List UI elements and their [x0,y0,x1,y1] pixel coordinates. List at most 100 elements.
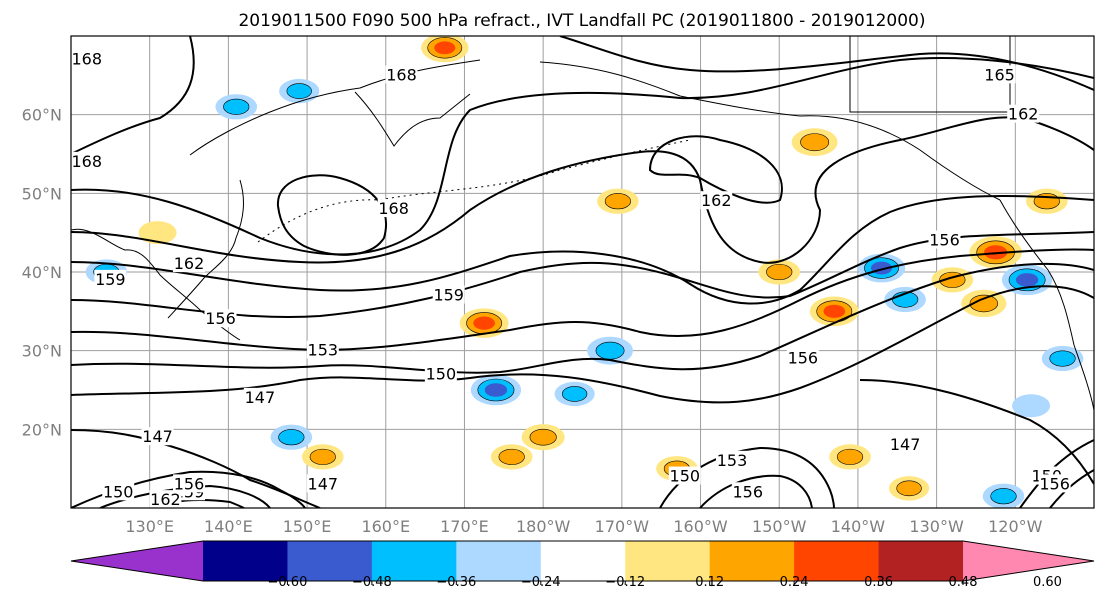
contour-label-bg [983,65,1016,84]
colorbar-tick-label: −0.36 [436,575,476,590]
contour-label-bg [243,387,276,406]
colorbar-segment [625,541,711,581]
colorbar-segment [540,541,626,581]
contour-label: 150 [670,467,701,486]
anomaly-patch [309,448,336,465]
contour-label: 162 [174,254,205,273]
anomaly-patch [223,98,250,115]
anomaly-patch [473,316,495,330]
contour-label: 156 [732,482,763,501]
contour-label: 147 [890,435,921,454]
contour-label-bg [141,427,174,446]
contour-150 [71,262,1094,374]
anomaly-patch [969,294,999,313]
contour-162 [71,116,1094,264]
anomaly-patch [138,221,177,245]
colorbar-segment [794,541,880,581]
colorbar-tick-label: 0.24 [780,575,809,590]
lon-tick-label: 150°W [752,517,807,536]
lat-tick-label: 60°N [22,106,62,125]
latitude-tick-labels: 20°N 30°N 40°N 50°N 60°N [22,106,62,440]
lon-tick-label: 140°E [204,517,253,536]
contour-label-bg [668,466,701,485]
contour-168-west [71,36,195,155]
longitude-tick-labels: 130°E 140°E 150°E 160°E 170°E 180°W 170°W 160°W… [125,517,1042,536]
anomaly-patch [823,304,846,318]
contour-label-bg [173,254,206,273]
lon-tick-label: 180°W [516,517,571,536]
anomaly-patch [278,429,305,446]
contour-label-bg [306,340,339,359]
height-contours [71,36,1094,508]
colorbar-extend-low [71,541,203,581]
contour-label-bg [149,490,182,508]
contour-label-bg [94,269,127,288]
contour-label: 150 [426,364,457,383]
contour-label: 156 [174,474,205,493]
lon-tick-label: 160°W [673,517,728,536]
contour-147-far-east [859,379,1094,485]
contour-label-bg [71,49,103,68]
contour-label: 156 [788,349,819,368]
contour-159 [71,195,1094,305]
anomaly-patch [1049,350,1076,367]
lat-tick-label: 30°N [22,342,62,361]
contour-label-bg [928,230,961,249]
contour-label-bg [1007,104,1040,123]
coastline-north-america-west [999,199,1094,411]
contour-label-bg [71,151,103,170]
contour-label: 153 [308,341,339,360]
contour-label: 162 [1008,105,1039,124]
anomaly-patch [529,428,557,446]
contour-label-bg [306,474,339,493]
contour-156-far-east [1049,469,1094,508]
contour-label: 159 [433,286,464,305]
contour-168-ring [276,174,387,256]
contour-label-bg [424,364,457,383]
contour-label-bg [385,65,418,84]
contour-label: 168 [71,50,102,69]
anomaly-patch [1012,394,1051,418]
colorbar-tick-label: −0.48 [352,575,392,590]
anomaly-patch [484,383,508,397]
colorbar-tick-label: 0.60 [1033,575,1062,590]
colorbar-extend-high [963,541,1094,581]
contour-label: 153 [717,451,748,470]
coastline-kamchatka [354,91,471,147]
coastline-siberia [189,59,481,156]
colorbar-tick-label: 0.48 [949,575,978,590]
anomaly-patch [836,448,864,465]
colorbar-tick-label: −0.24 [521,575,561,590]
contour-label-bg [786,348,819,367]
figure-title: 2019011500 F090 500 hPa refract., IVT La… [238,11,925,31]
contour-147-north [71,285,1094,404]
contour-label-bg [102,482,135,501]
contour-label-bg [889,435,922,454]
contour-label: 168 [71,152,102,171]
anomaly-patch [561,386,588,402]
lon-tick-label: 140°W [831,517,886,536]
anomaly-patch [498,448,525,465]
contour-label: 156 [1039,474,1070,493]
coastline-japan [167,179,244,319]
anomaly-patch [595,341,625,360]
lat-tick-label: 40°N [22,263,62,282]
anomaly-patch [1015,273,1039,287]
contour-label-bg [432,285,465,304]
colorbar-segment [878,541,964,581]
anomaly-patch [766,263,793,281]
contour-label-bg [1038,474,1071,493]
anomaly-patch [896,480,922,497]
contour-label: 165 [984,65,1015,84]
contour-label-bg [173,474,206,493]
colorbar-outline [70,540,1095,582]
contour-label: 168 [386,65,417,84]
contour-label: 168 [378,199,409,218]
colorbar-tick-label: −0.60 [268,575,308,590]
colorbar-segment [287,541,373,581]
anomaly-patch [990,488,1017,505]
contour-153 [71,248,1094,352]
lon-tick-label: 120°W [988,517,1043,536]
